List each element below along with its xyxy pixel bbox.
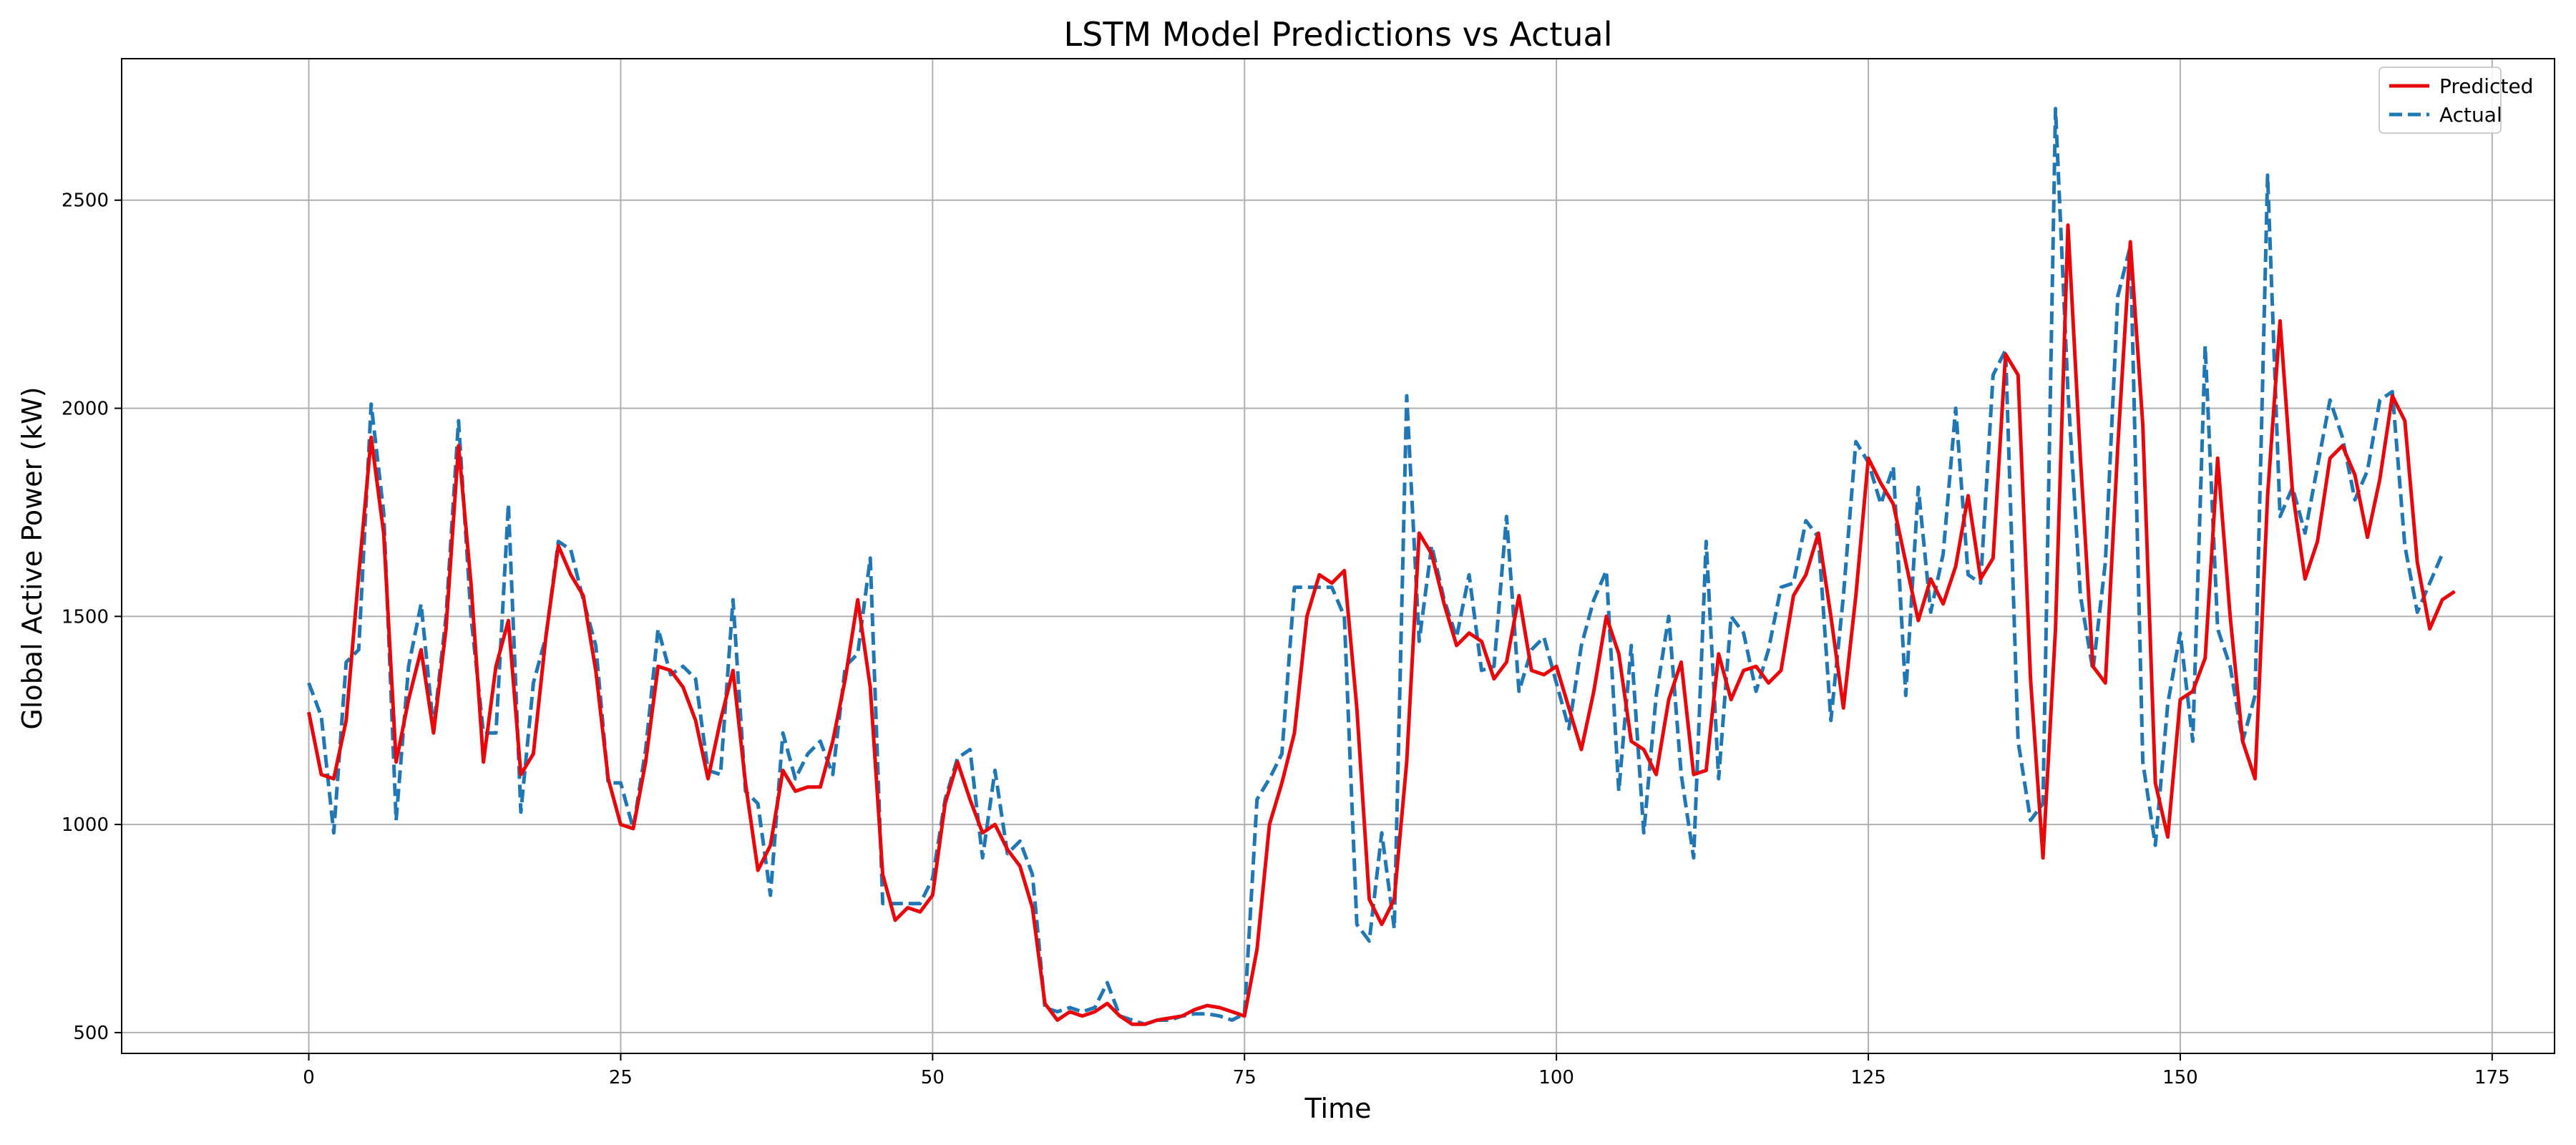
- y-tick-label: 2000: [62, 399, 109, 420]
- legend-box: [2379, 67, 2502, 134]
- y-tick-label: 1000: [62, 814, 109, 836]
- series-layer: [307, 107, 2456, 1026]
- chart-title: LSTM Model Predictions vs Actual: [1064, 15, 1613, 54]
- plot-area-frame: [121, 58, 2555, 1054]
- legend: Predicted Actual: [2379, 67, 2533, 134]
- y-tick-label: 1500: [62, 606, 109, 628]
- y-axis: 500 1000 1500 2000 2500: [62, 190, 122, 1044]
- x-tick-label: 125: [1850, 1067, 1886, 1088]
- x-gridlines: [308, 59, 2493, 1053]
- x-tick-label: 75: [1233, 1067, 1257, 1088]
- series-line-actual: [307, 107, 2444, 1026]
- x-tick-label: 150: [2162, 1067, 2198, 1088]
- x-tick-label: 50: [921, 1067, 945, 1088]
- x-tick-label: 0: [303, 1067, 315, 1088]
- y-axis-title: Global Active Power (kW): [16, 386, 48, 729]
- legend-label-actual: Actual: [2439, 103, 2502, 127]
- y-tick-label: 500: [73, 1023, 109, 1044]
- x-axis: 0 25 50 75 100 125 150 175: [303, 1053, 2510, 1088]
- legend-label-predicted: Predicted: [2439, 74, 2533, 98]
- y-tick-label: 2500: [62, 190, 109, 212]
- x-tick-label: 175: [2474, 1067, 2510, 1088]
- series-line-predicted: [307, 223, 2456, 1026]
- x-axis-title: Time: [1304, 1093, 1372, 1124]
- x-tick-label: 25: [609, 1067, 633, 1088]
- x-tick-label: 100: [1538, 1067, 1574, 1088]
